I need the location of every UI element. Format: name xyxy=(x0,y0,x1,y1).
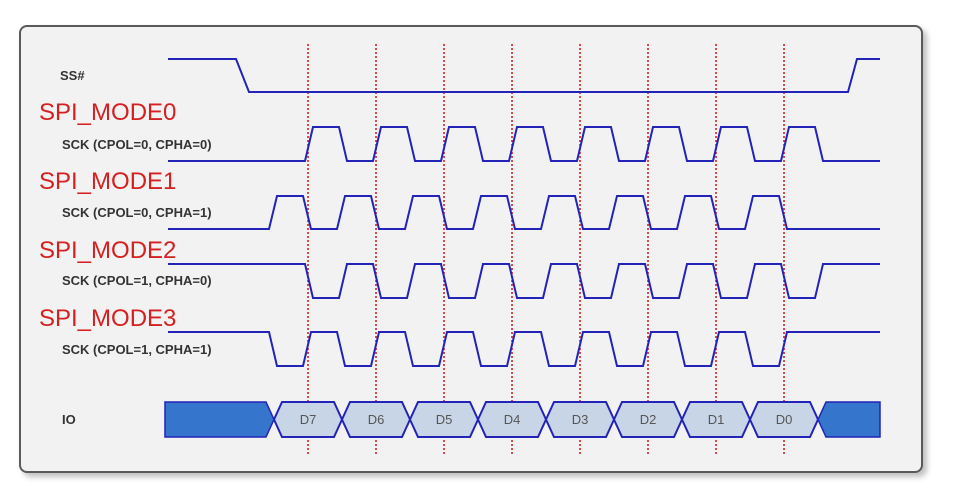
mode3-sck-waveform xyxy=(168,331,880,367)
io-bit-label: D3 xyxy=(572,412,589,427)
mode2-title: SPI_MODE2 xyxy=(39,237,176,264)
io-bit-label: D1 xyxy=(708,412,725,427)
mode2-sck-waveform xyxy=(168,263,880,299)
io-bit-label: D4 xyxy=(504,412,521,427)
sample-markers xyxy=(307,44,785,456)
mode3-sck-label: SCK (CPOL=1, CPHA=1) xyxy=(62,342,212,357)
io-bus xyxy=(164,401,881,438)
io-idle-start xyxy=(164,401,275,438)
io-idle-end xyxy=(817,401,881,438)
mode3-title: SPI_MODE3 xyxy=(39,305,176,332)
ss-waveform xyxy=(168,58,880,93)
mode0-title: SPI_MODE0 xyxy=(39,99,176,126)
mode1-sck-label: SCK (CPOL=0, CPHA=1) xyxy=(62,205,212,220)
mode0-sck-waveform xyxy=(168,126,880,162)
io-bit-label: D2 xyxy=(640,412,657,427)
diagram-frame xyxy=(19,25,923,473)
io-bit-label: D5 xyxy=(436,412,453,427)
io-label: IO xyxy=(62,412,76,427)
io-bit-label: D7 xyxy=(300,412,317,427)
io-bit-label: D6 xyxy=(368,412,385,427)
mode2-sck-label: SCK (CPOL=1, CPHA=0) xyxy=(62,273,212,288)
io-bit-label: D0 xyxy=(776,412,793,427)
mode1-title: SPI_MODE1 xyxy=(39,168,176,195)
mode1-sck-waveform xyxy=(168,195,880,230)
mode0-sck-label: SCK (CPOL=0, CPHA=0) xyxy=(62,137,212,152)
io-bit-labels: D7 D6 D5 D4 D3 D2 D1 D0 xyxy=(300,412,793,427)
ss-label: SS# xyxy=(60,68,85,83)
waveforms xyxy=(168,58,880,367)
